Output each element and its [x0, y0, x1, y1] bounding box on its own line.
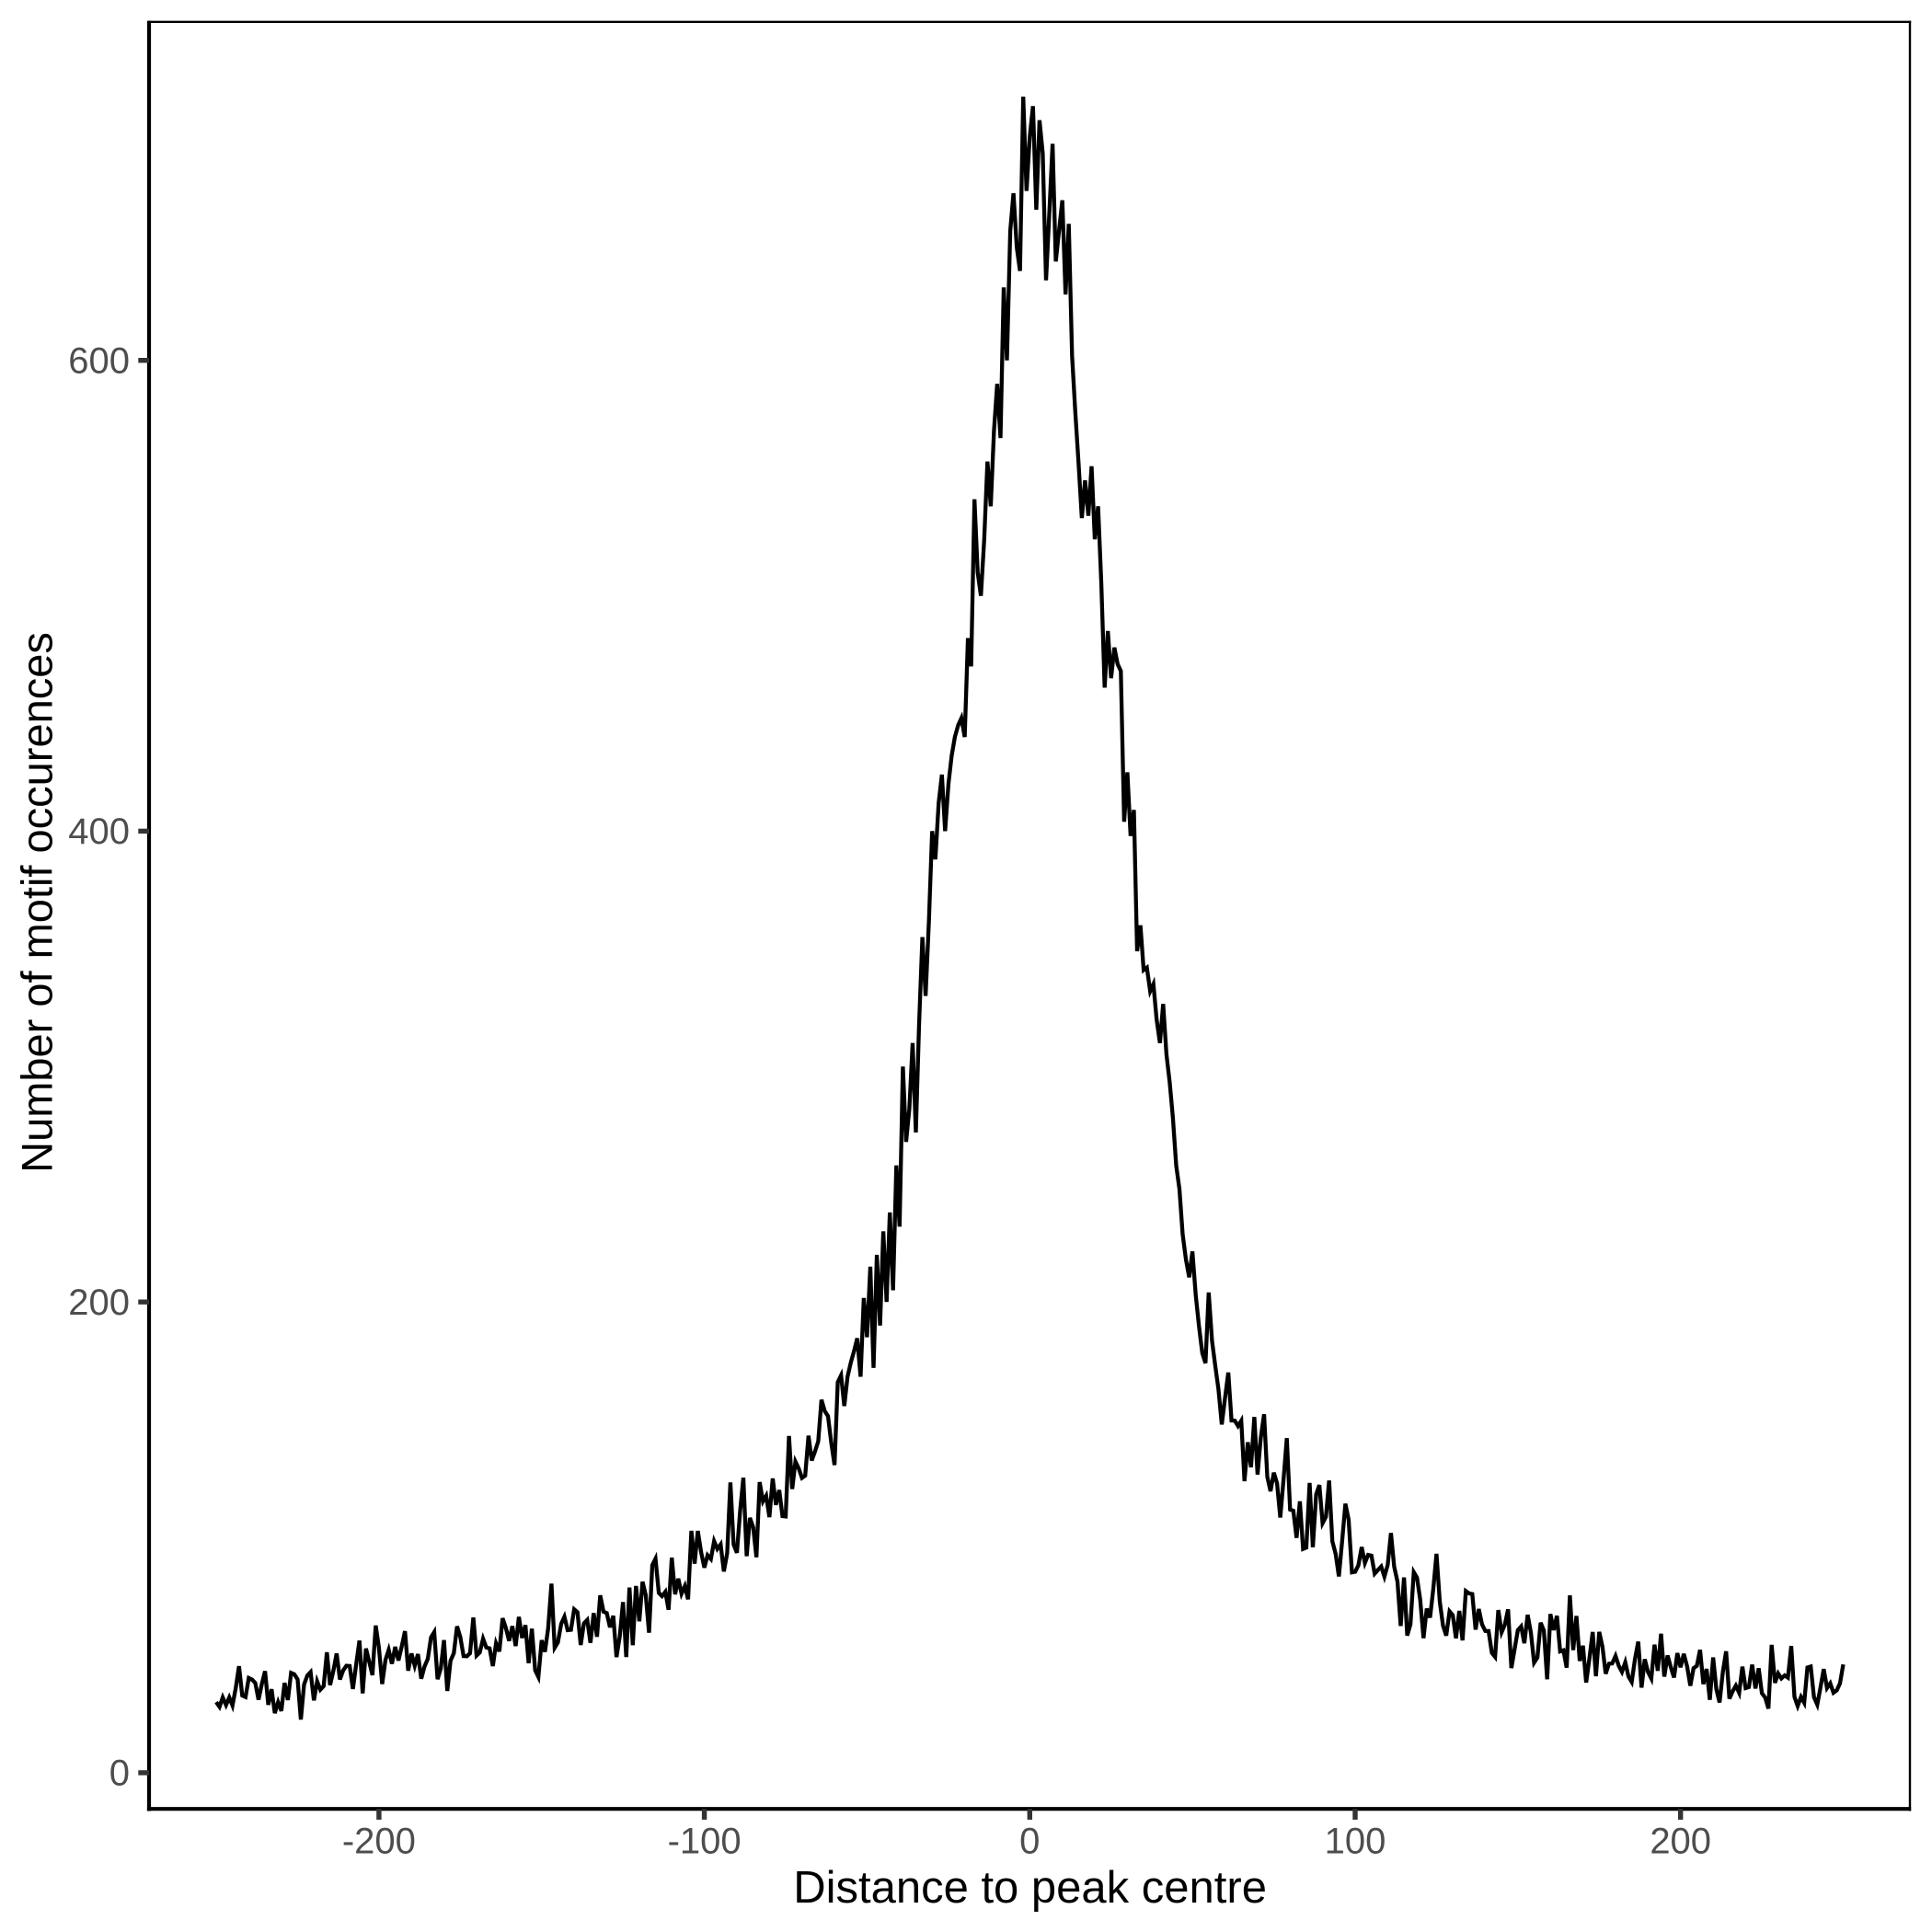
- svg-text:-200: -200: [342, 1822, 416, 1862]
- svg-text:200: 200: [68, 1282, 130, 1323]
- svg-text:0: 0: [109, 1754, 130, 1794]
- svg-text:Distance to peak centre: Distance to peak centre: [793, 1863, 1267, 1913]
- svg-text:200: 200: [1650, 1822, 1711, 1862]
- svg-text:600: 600: [68, 340, 130, 381]
- svg-text:Number of motif occurences: Number of motif occurences: [13, 632, 62, 1173]
- svg-text:100: 100: [1325, 1822, 1386, 1862]
- svg-text:0: 0: [1019, 1822, 1040, 1862]
- svg-text:400: 400: [68, 811, 130, 852]
- svg-text:-100: -100: [668, 1822, 742, 1862]
